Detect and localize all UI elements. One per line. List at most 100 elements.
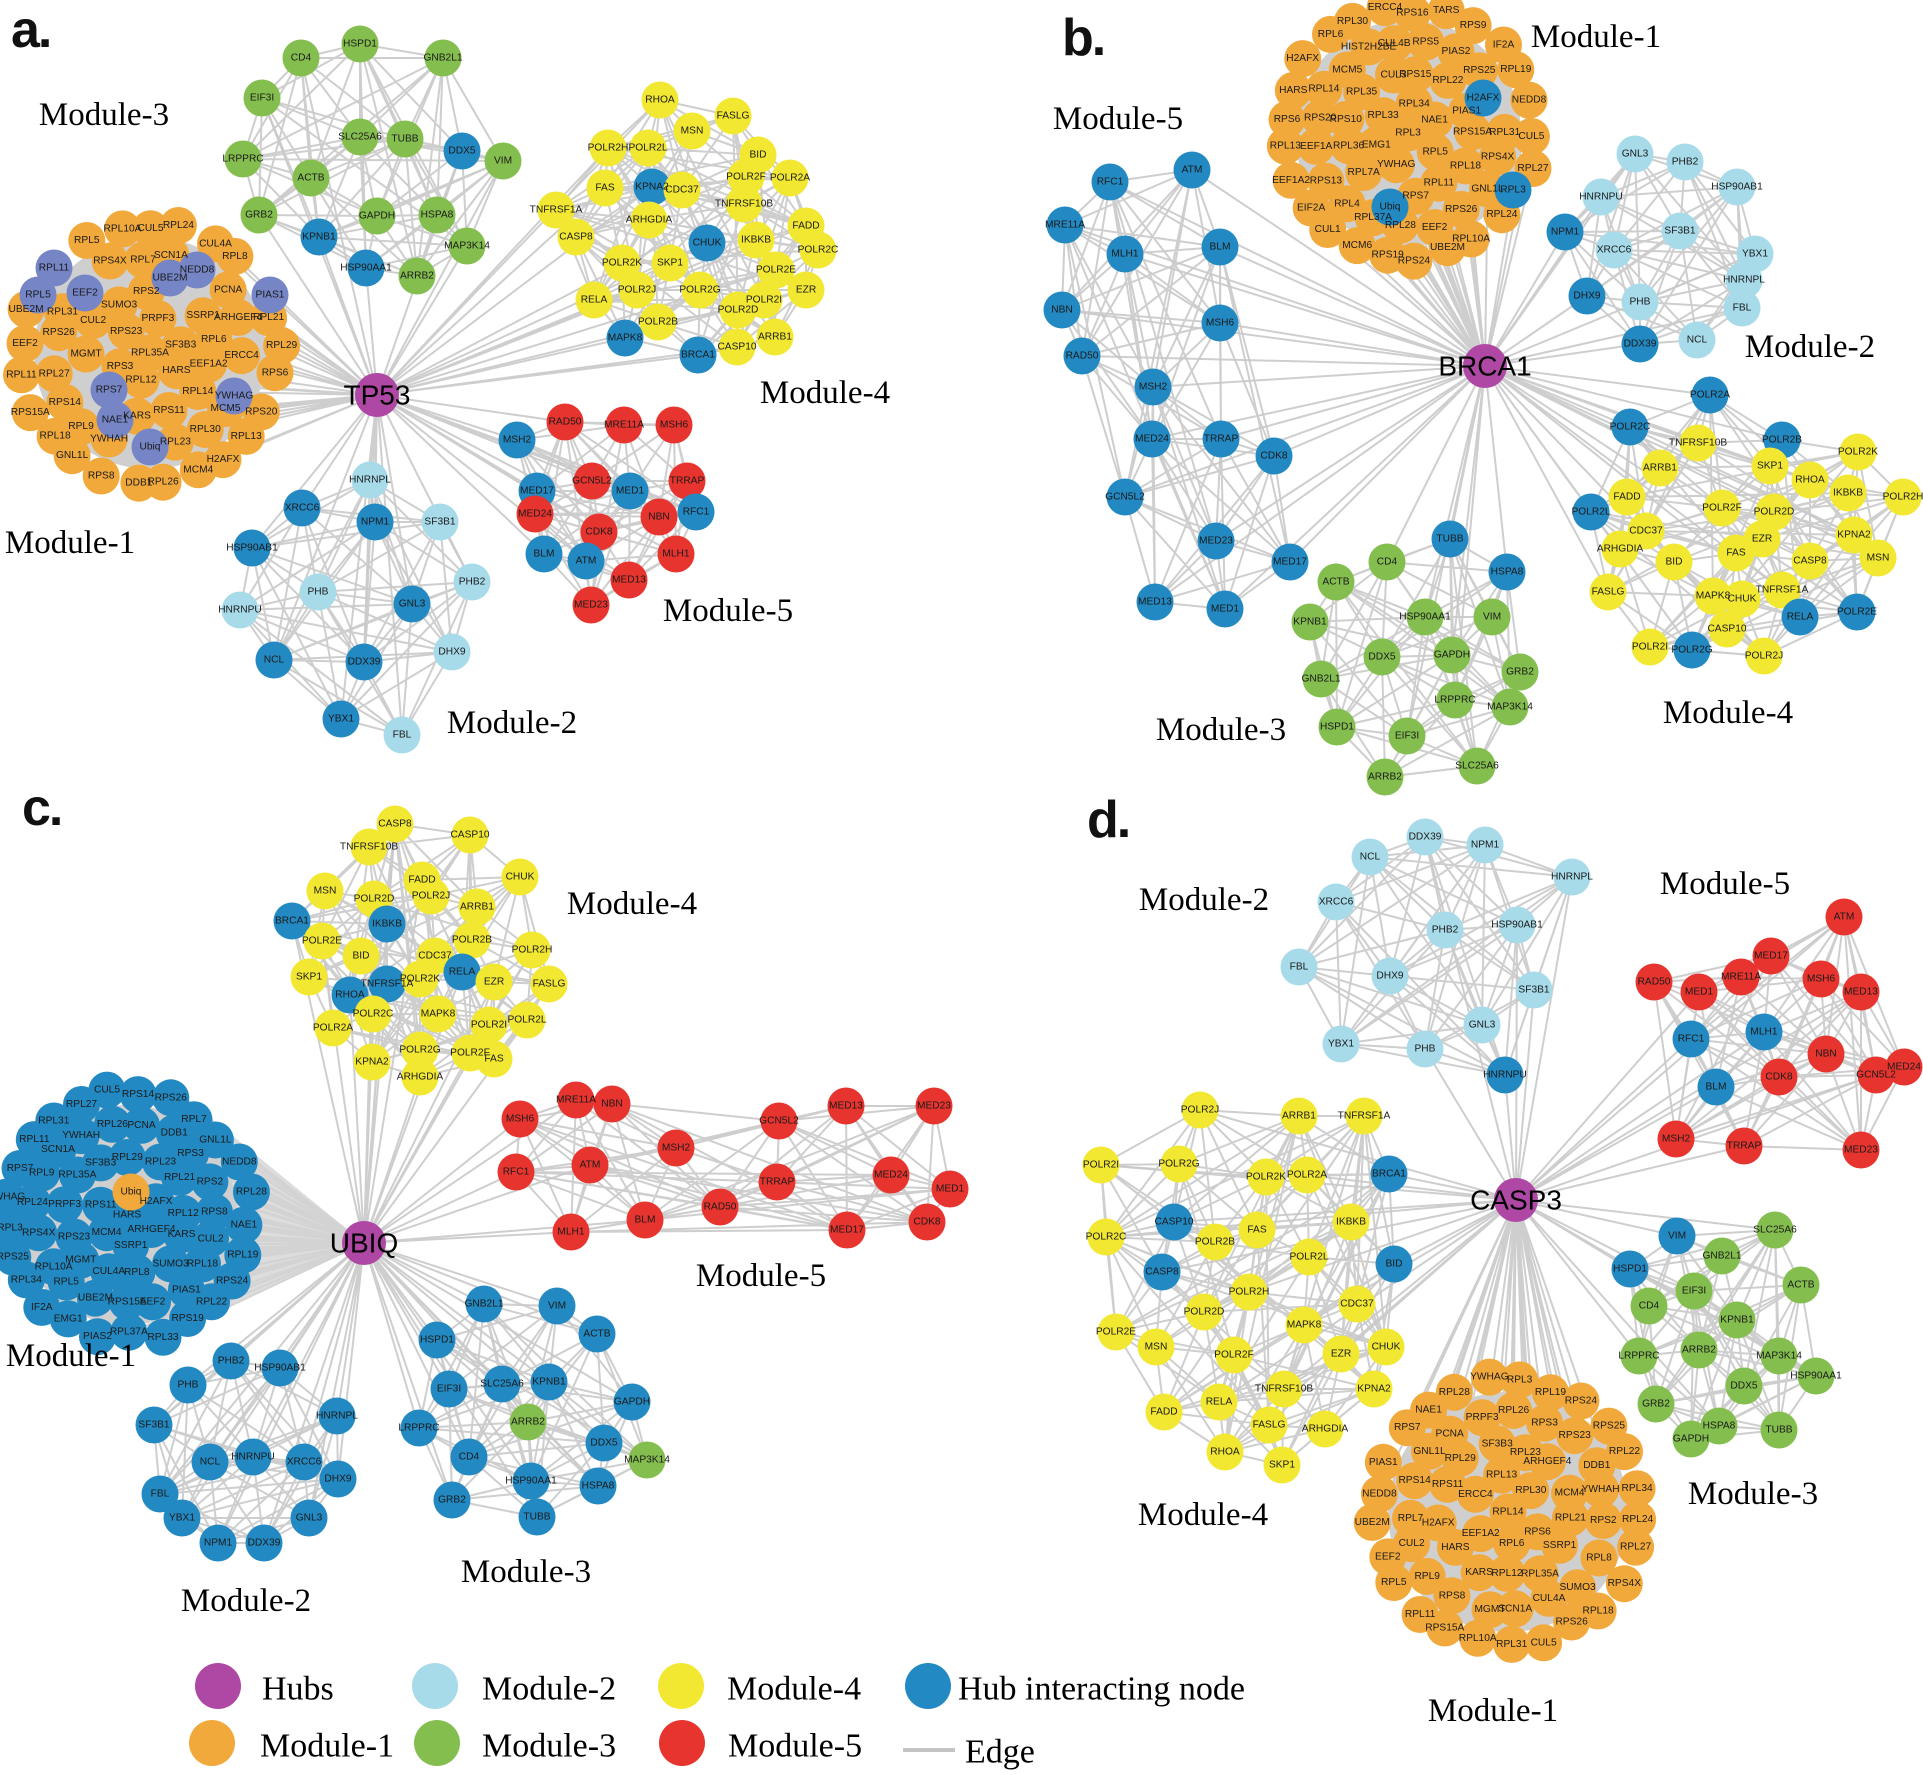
svg-text:UBE2M: UBE2M bbox=[1355, 1517, 1390, 1528]
svg-text:POLR2G: POLR2G bbox=[399, 1045, 440, 1056]
svg-text:HARS: HARS bbox=[113, 1210, 142, 1221]
svg-text:MSN: MSN bbox=[1145, 1342, 1168, 1353]
svg-text:RPL11: RPL11 bbox=[1405, 1609, 1436, 1620]
svg-text:Module-4: Module-4 bbox=[1138, 1497, 1268, 1533]
svg-text:POLR2L: POLR2L bbox=[1571, 507, 1610, 518]
svg-text:SLC25A6: SLC25A6 bbox=[480, 1379, 524, 1390]
svg-text:RPL13: RPL13 bbox=[1270, 141, 1301, 152]
svg-text:EIF2A: EIF2A bbox=[1297, 203, 1326, 214]
svg-text:FBL: FBL bbox=[393, 730, 412, 741]
svg-text:RPL14: RPL14 bbox=[182, 386, 213, 397]
svg-text:POLR2B: POLR2B bbox=[1195, 1237, 1235, 1248]
svg-text:HARS: HARS bbox=[1441, 1542, 1470, 1553]
svg-text:NEDD8: NEDD8 bbox=[1362, 1489, 1397, 1500]
svg-text:RPL7A: RPL7A bbox=[1348, 167, 1380, 178]
svg-text:POLR2D: POLR2D bbox=[718, 305, 759, 316]
svg-text:POLR2E: POLR2E bbox=[1837, 607, 1877, 618]
svg-text:CUL2: CUL2 bbox=[80, 315, 106, 326]
svg-text:TRRAP: TRRAP bbox=[1727, 1141, 1762, 1152]
svg-text:MSN: MSN bbox=[1867, 553, 1890, 564]
svg-text:RPL27: RPL27 bbox=[39, 368, 70, 379]
svg-text:RPL5: RPL5 bbox=[1422, 146, 1448, 157]
svg-text:CD4: CD4 bbox=[1377, 557, 1398, 568]
svg-text:RPL7: RPL7 bbox=[181, 1114, 207, 1125]
svg-text:RPL6: RPL6 bbox=[1499, 1538, 1525, 1549]
svg-text:NPM1: NPM1 bbox=[204, 1538, 233, 1549]
svg-text:Module-1: Module-1 bbox=[1428, 1693, 1558, 1729]
svg-text:IKBKB: IKBKB bbox=[1336, 1217, 1366, 1228]
svg-text:BRCA1: BRCA1 bbox=[1438, 351, 1531, 382]
svg-text:ACTB: ACTB bbox=[583, 1329, 610, 1340]
svg-text:YWHAG: YWHAG bbox=[0, 1192, 25, 1203]
svg-text:RPL27: RPL27 bbox=[66, 1099, 97, 1110]
svg-text:HARS: HARS bbox=[1279, 85, 1308, 96]
svg-text:IKBKB: IKBKB bbox=[372, 919, 402, 930]
svg-text:BID: BID bbox=[1386, 1259, 1403, 1270]
svg-text:RPS3: RPS3 bbox=[1531, 1418, 1558, 1429]
svg-text:UBE2M: UBE2M bbox=[1430, 242, 1465, 253]
svg-text:HNRNPU: HNRNPU bbox=[1579, 192, 1623, 203]
svg-text:MLH1: MLH1 bbox=[1111, 249, 1139, 260]
svg-text:Module-5: Module-5 bbox=[728, 1728, 862, 1765]
svg-text:RPS3: RPS3 bbox=[177, 1148, 204, 1159]
svg-text:HSP90AA1: HSP90AA1 bbox=[505, 1476, 557, 1487]
svg-text:RPL5: RPL5 bbox=[74, 235, 100, 246]
svg-text:H2AFX: H2AFX bbox=[140, 1196, 173, 1207]
svg-text:RPL8: RPL8 bbox=[222, 251, 248, 262]
svg-text:CDC37: CDC37 bbox=[665, 185, 699, 196]
svg-text:MCM4: MCM4 bbox=[1555, 1488, 1585, 1499]
svg-text:PHB: PHB bbox=[1630, 297, 1651, 308]
svg-text:GCN5L2: GCN5L2 bbox=[572, 476, 612, 487]
svg-text:RPL23: RPL23 bbox=[160, 437, 191, 448]
svg-text:YBX1: YBX1 bbox=[328, 714, 354, 725]
svg-text:RPL10A: RPL10A bbox=[35, 1261, 73, 1272]
svg-text:MLH1: MLH1 bbox=[557, 1227, 585, 1238]
svg-text:Module-2: Module-2 bbox=[482, 1671, 616, 1708]
svg-text:NCL: NCL bbox=[1360, 852, 1381, 863]
svg-text:RPS24: RPS24 bbox=[216, 1276, 249, 1287]
svg-text:EIF3I: EIF3I bbox=[437, 1384, 461, 1395]
svg-text:RPS2: RPS2 bbox=[133, 286, 160, 297]
svg-text:YWHAG: YWHAG bbox=[1470, 1372, 1509, 1383]
svg-text:CDC37: CDC37 bbox=[1629, 526, 1663, 537]
svg-text:DHX9: DHX9 bbox=[438, 647, 466, 658]
svg-text:ARHGDIA: ARHGDIA bbox=[1597, 544, 1644, 555]
svg-text:CASP10: CASP10 bbox=[450, 830, 489, 841]
svg-text:HNRNPU: HNRNPU bbox=[231, 1452, 275, 1463]
svg-text:CHUK: CHUK bbox=[1728, 594, 1757, 605]
svg-text:POLR2B: POLR2B bbox=[452, 935, 492, 946]
svg-text:GNL3: GNL3 bbox=[399, 599, 426, 610]
svg-text:IKBKB: IKBKB bbox=[741, 235, 771, 246]
svg-text:NEDD8: NEDD8 bbox=[180, 265, 215, 276]
svg-text:CUL5: CUL5 bbox=[94, 1085, 120, 1096]
svg-text:CD4: CD4 bbox=[459, 1452, 480, 1463]
svg-text:PCNA: PCNA bbox=[214, 284, 243, 295]
svg-text:YWHAH: YWHAH bbox=[62, 1130, 100, 1141]
svg-text:ARRB2: ARRB2 bbox=[400, 271, 434, 282]
svg-text:LRPPRC: LRPPRC bbox=[1434, 695, 1475, 706]
svg-text:LRPPRC: LRPPRC bbox=[398, 1423, 439, 1434]
svg-text:KARS: KARS bbox=[168, 1229, 196, 1240]
svg-text:RPL3: RPL3 bbox=[1507, 1374, 1533, 1385]
svg-text:MAP3K14: MAP3K14 bbox=[1487, 702, 1533, 713]
svg-text:RPL5: RPL5 bbox=[53, 1277, 79, 1288]
svg-text:NPM1: NPM1 bbox=[1551, 227, 1580, 238]
svg-text:CUL4A: CUL4A bbox=[1533, 1593, 1566, 1604]
svg-text:NEDD8: NEDD8 bbox=[1512, 95, 1547, 106]
svg-text:RHOA: RHOA bbox=[1795, 475, 1825, 486]
svg-text:RPS11: RPS11 bbox=[153, 405, 185, 416]
svg-text:PIAS2: PIAS2 bbox=[83, 1331, 112, 1342]
svg-text:RPS23: RPS23 bbox=[110, 326, 143, 337]
svg-text:EEF2: EEF2 bbox=[1375, 1551, 1401, 1562]
svg-text:HSP90AB1: HSP90AB1 bbox=[1491, 920, 1543, 931]
svg-text:DDX5: DDX5 bbox=[448, 146, 476, 157]
svg-text:SF3B3: SF3B3 bbox=[165, 339, 196, 350]
svg-text:ARHGEF4: ARHGEF4 bbox=[127, 1224, 175, 1235]
svg-text:TNFRSF10B: TNFRSF10B bbox=[340, 842, 399, 853]
svg-text:NCL: NCL bbox=[200, 1457, 221, 1468]
svg-text:TNFRSF10B: TNFRSF10B bbox=[715, 199, 774, 210]
svg-text:HNRNPL: HNRNPL bbox=[316, 1411, 358, 1422]
svg-text:CUL5: CUL5 bbox=[137, 223, 163, 234]
svg-text:RELA: RELA bbox=[449, 967, 476, 978]
svg-text:FADD: FADD bbox=[408, 875, 435, 886]
